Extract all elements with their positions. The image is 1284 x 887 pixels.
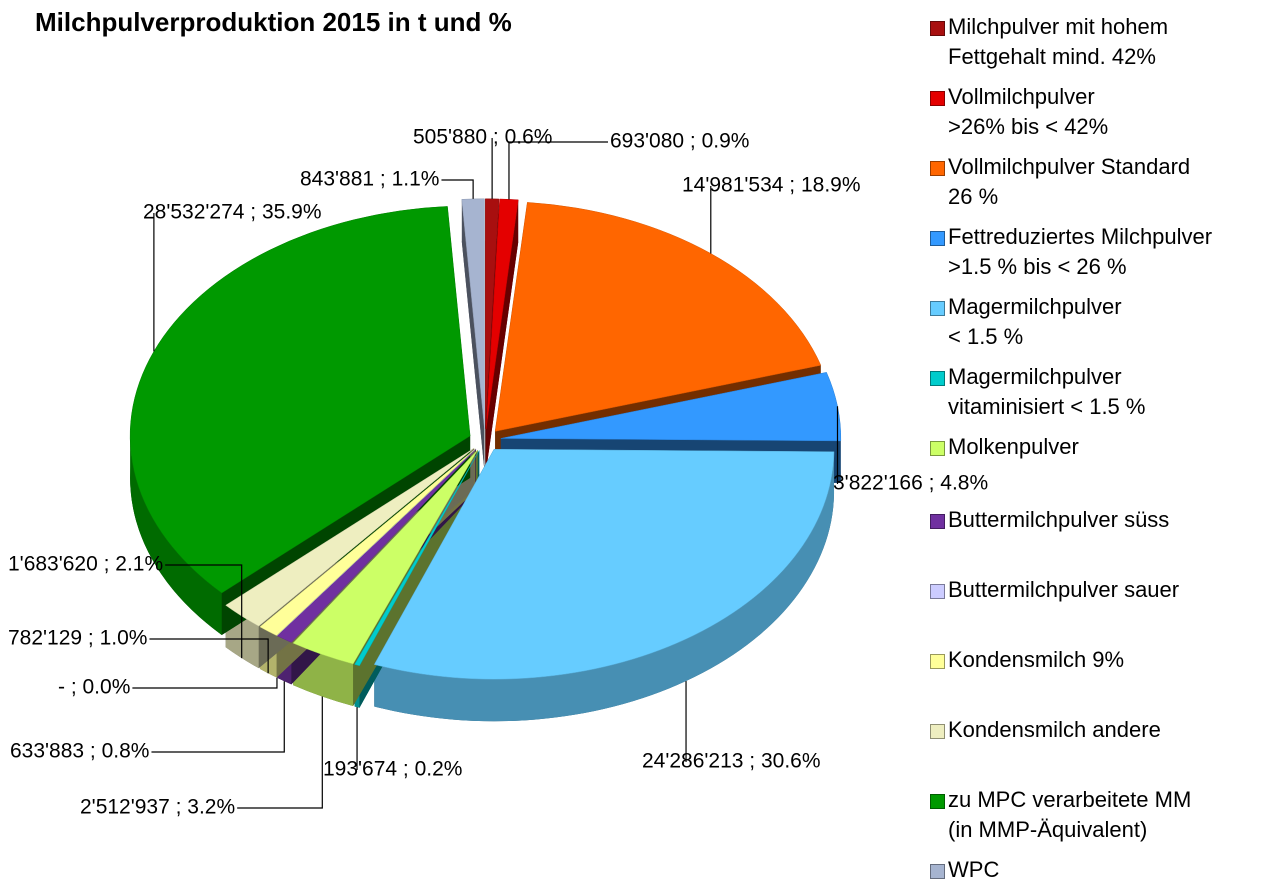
- legend-item: Molkenpulver: [928, 432, 1284, 462]
- legend-label: WPC: [948, 857, 1000, 882]
- legend-label: Milchpulver mit hohem Fettgehalt mind. 4…: [948, 14, 1169, 69]
- slice: [292, 449, 478, 665]
- legend-label: Magermilchpulver < 1.5 %: [948, 294, 1122, 349]
- legend-swatch: [930, 794, 945, 809]
- legend-item: zu MPC verarbeitete MM (in MMP-Äquivalen…: [928, 785, 1284, 845]
- slice: [259, 448, 476, 636]
- legend-swatch: [930, 584, 945, 599]
- chart-title: Milchpulverproduktion 2015 in t und %: [35, 7, 512, 37]
- legend-item: Buttermilchpulver sauer: [928, 575, 1284, 605]
- slice-side: [130, 435, 222, 635]
- data-label: - ; 0.0%: [58, 676, 130, 699]
- legend-item: Vollmilchpulver >26% bis < 42%: [928, 82, 1284, 142]
- legend-label: Molkenpulver: [948, 434, 1079, 459]
- data-label: 193'674 ; 0.2%: [323, 758, 462, 781]
- leader-line: [441, 179, 474, 199]
- legend-swatch: [930, 21, 945, 36]
- leader-line: [149, 638, 269, 674]
- slice: [276, 449, 477, 643]
- legend-item: Milchpulver mit hohem Fettgehalt mind. 4…: [928, 12, 1284, 72]
- data-label: 505'880 ; 0.6%: [413, 126, 552, 149]
- legend-label: Vollmilchpulver Standard 26 %: [948, 154, 1191, 209]
- legend-item: Vollmilchpulver Standard 26 %: [928, 152, 1284, 212]
- legend-swatch: [930, 441, 945, 456]
- data-label: 693'080 ; 0.9%: [610, 130, 749, 153]
- leader-line: [132, 677, 278, 689]
- slice-wall: [461, 199, 485, 471]
- data-label: 633'883 ; 0.8%: [10, 740, 149, 763]
- legend-item: Kondensmilch 9%: [928, 645, 1284, 675]
- legend-item: Magermilchpulver < 1.5 %: [928, 292, 1284, 352]
- slice-wall: [486, 199, 519, 471]
- legend-item: Fettreduziertes Milchpulver >1.5 % bis <…: [928, 222, 1284, 282]
- leader-line: [151, 681, 285, 753]
- leader-line: [165, 564, 243, 659]
- slice: [373, 448, 835, 680]
- legend-swatch: [930, 91, 945, 106]
- legend-label: Buttermilchpulver süss: [948, 507, 1170, 532]
- legend-swatch: [930, 514, 945, 529]
- legend-label: Fettreduziertes Milchpulver >1.5 % bis <…: [948, 224, 1213, 279]
- legend-swatch: [930, 301, 945, 316]
- legend-swatch: [930, 864, 945, 879]
- legend-swatch: [930, 654, 945, 669]
- slice: [494, 202, 822, 432]
- data-label: 2'512'937 ; 3.2%: [80, 796, 235, 819]
- data-label: 1'683'620 ; 2.1%: [8, 553, 163, 576]
- data-label: 3'822'166 ; 4.8%: [833, 472, 988, 495]
- legend-label: Buttermilchpulver sauer: [948, 577, 1180, 602]
- data-label: 843'881 ; 1.1%: [300, 168, 439, 191]
- legend-item: Magermilchpulver vitaminisiert < 1.5 %: [928, 362, 1284, 422]
- legend-label: Kondensmilch andere: [948, 717, 1161, 742]
- leader-line: [237, 696, 323, 809]
- data-label: 24'286'213 ; 30.6%: [642, 750, 821, 773]
- legend-item: Buttermilchpulver süss: [928, 505, 1284, 535]
- leader-line: [508, 141, 608, 200]
- legend-swatch: [930, 724, 945, 739]
- slice-side: [374, 451, 835, 722]
- slice: [354, 450, 480, 666]
- legend-label: Magermilchpulver vitaminisiert < 1.5 %: [948, 364, 1146, 419]
- legend-swatch: [930, 161, 945, 176]
- legend-label: zu MPC verarbeitete MM (in MMP-Äquivalen…: [948, 787, 1192, 842]
- legend-label: Vollmilchpulver >26% bis < 42%: [948, 84, 1109, 139]
- legend-swatch: [930, 231, 945, 246]
- data-label: 14'981'534 ; 18.9%: [682, 174, 861, 197]
- data-label: 28'532'274 ; 35.9%: [143, 201, 322, 224]
- legend-swatch: [930, 371, 945, 386]
- legend-item: WPC: [928, 855, 1284, 885]
- legend-label: Kondensmilch 9%: [948, 647, 1125, 672]
- data-label: 782'129 ; 1.0%: [8, 627, 147, 650]
- legend-item: Kondensmilch andere: [928, 715, 1284, 745]
